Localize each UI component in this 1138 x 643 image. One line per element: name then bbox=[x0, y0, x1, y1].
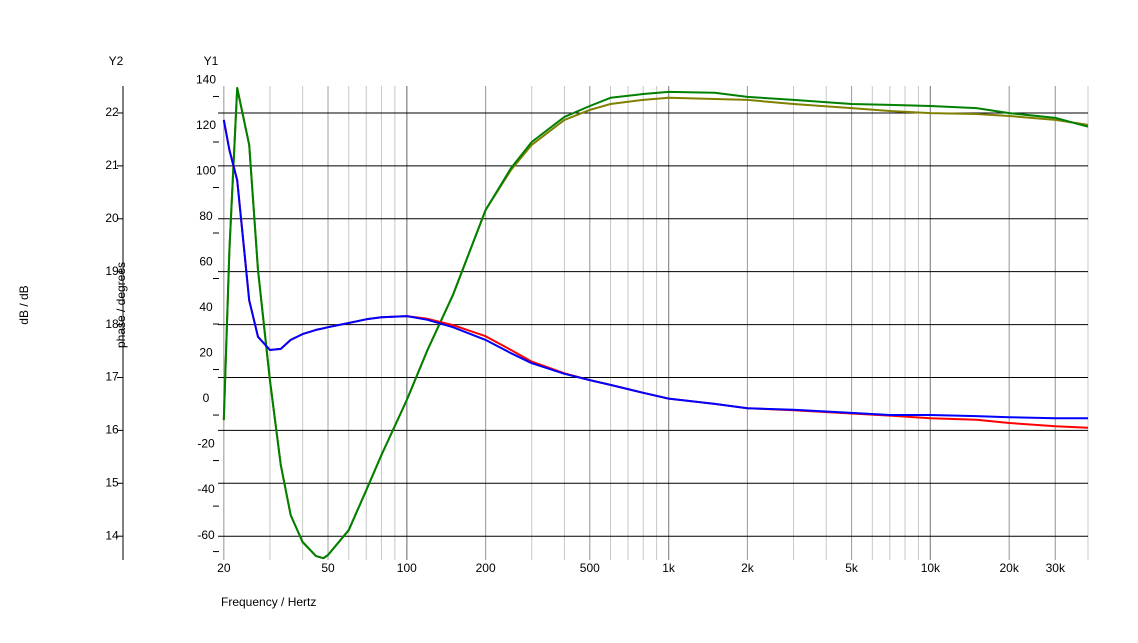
y2-axis-label: dB / dB bbox=[17, 285, 31, 324]
x-tick-label: 5k bbox=[845, 561, 859, 575]
x-tick-label: 10k bbox=[921, 561, 941, 575]
y-tick-label: -40 bbox=[197, 482, 215, 496]
y2-tick-label: 17 bbox=[105, 370, 119, 384]
x-tick-label: 2k bbox=[741, 561, 755, 575]
y2-tick-label: 22 bbox=[105, 105, 119, 119]
x-tick-label: 500 bbox=[580, 561, 600, 575]
y2-tick-label: 21 bbox=[105, 158, 119, 172]
y-tick-label: 100 bbox=[196, 164, 216, 178]
series-line bbox=[222, 87, 1089, 560]
y-tick-label: 0 bbox=[203, 391, 210, 405]
y1-axis-name: Y1 bbox=[204, 54, 219, 68]
y-tick-label: 20 bbox=[199, 346, 213, 360]
y-axis-label: phase / degrees bbox=[114, 262, 128, 348]
y2-tick-label: 16 bbox=[105, 423, 119, 437]
x-tick-label: 50 bbox=[321, 561, 335, 575]
y-tick-label: 120 bbox=[196, 118, 216, 132]
y-tick-label: 60 bbox=[199, 255, 213, 269]
series-line bbox=[222, 119, 1088, 420]
y-tick-label: 40 bbox=[199, 300, 213, 314]
y2-tick-label: 15 bbox=[105, 475, 119, 489]
y-tick-label: -60 bbox=[197, 528, 215, 542]
series-line bbox=[222, 87, 1089, 560]
x-tick-label: 200 bbox=[476, 561, 496, 575]
x-axis-label: Frequency / Hertz bbox=[221, 595, 316, 609]
x-tick-label: 20 bbox=[217, 561, 231, 575]
y2-tick-label: 20 bbox=[105, 211, 119, 225]
y2-axis-name: Y2 bbox=[109, 54, 124, 68]
x-tick-label: 30k bbox=[1046, 561, 1066, 575]
y2-tick-label: 18 bbox=[105, 317, 119, 331]
y2-tick-label: 19 bbox=[105, 264, 119, 278]
y2-tick-label: 14 bbox=[105, 528, 119, 542]
x-tick-label: 20k bbox=[1000, 561, 1020, 575]
y-tick-label: -20 bbox=[197, 437, 215, 451]
x-tick-label: 1k bbox=[662, 561, 676, 575]
x-tick-label: 100 bbox=[397, 561, 417, 575]
y-tick-label: 80 bbox=[199, 209, 213, 223]
y-tick-label: 140 bbox=[196, 73, 216, 87]
